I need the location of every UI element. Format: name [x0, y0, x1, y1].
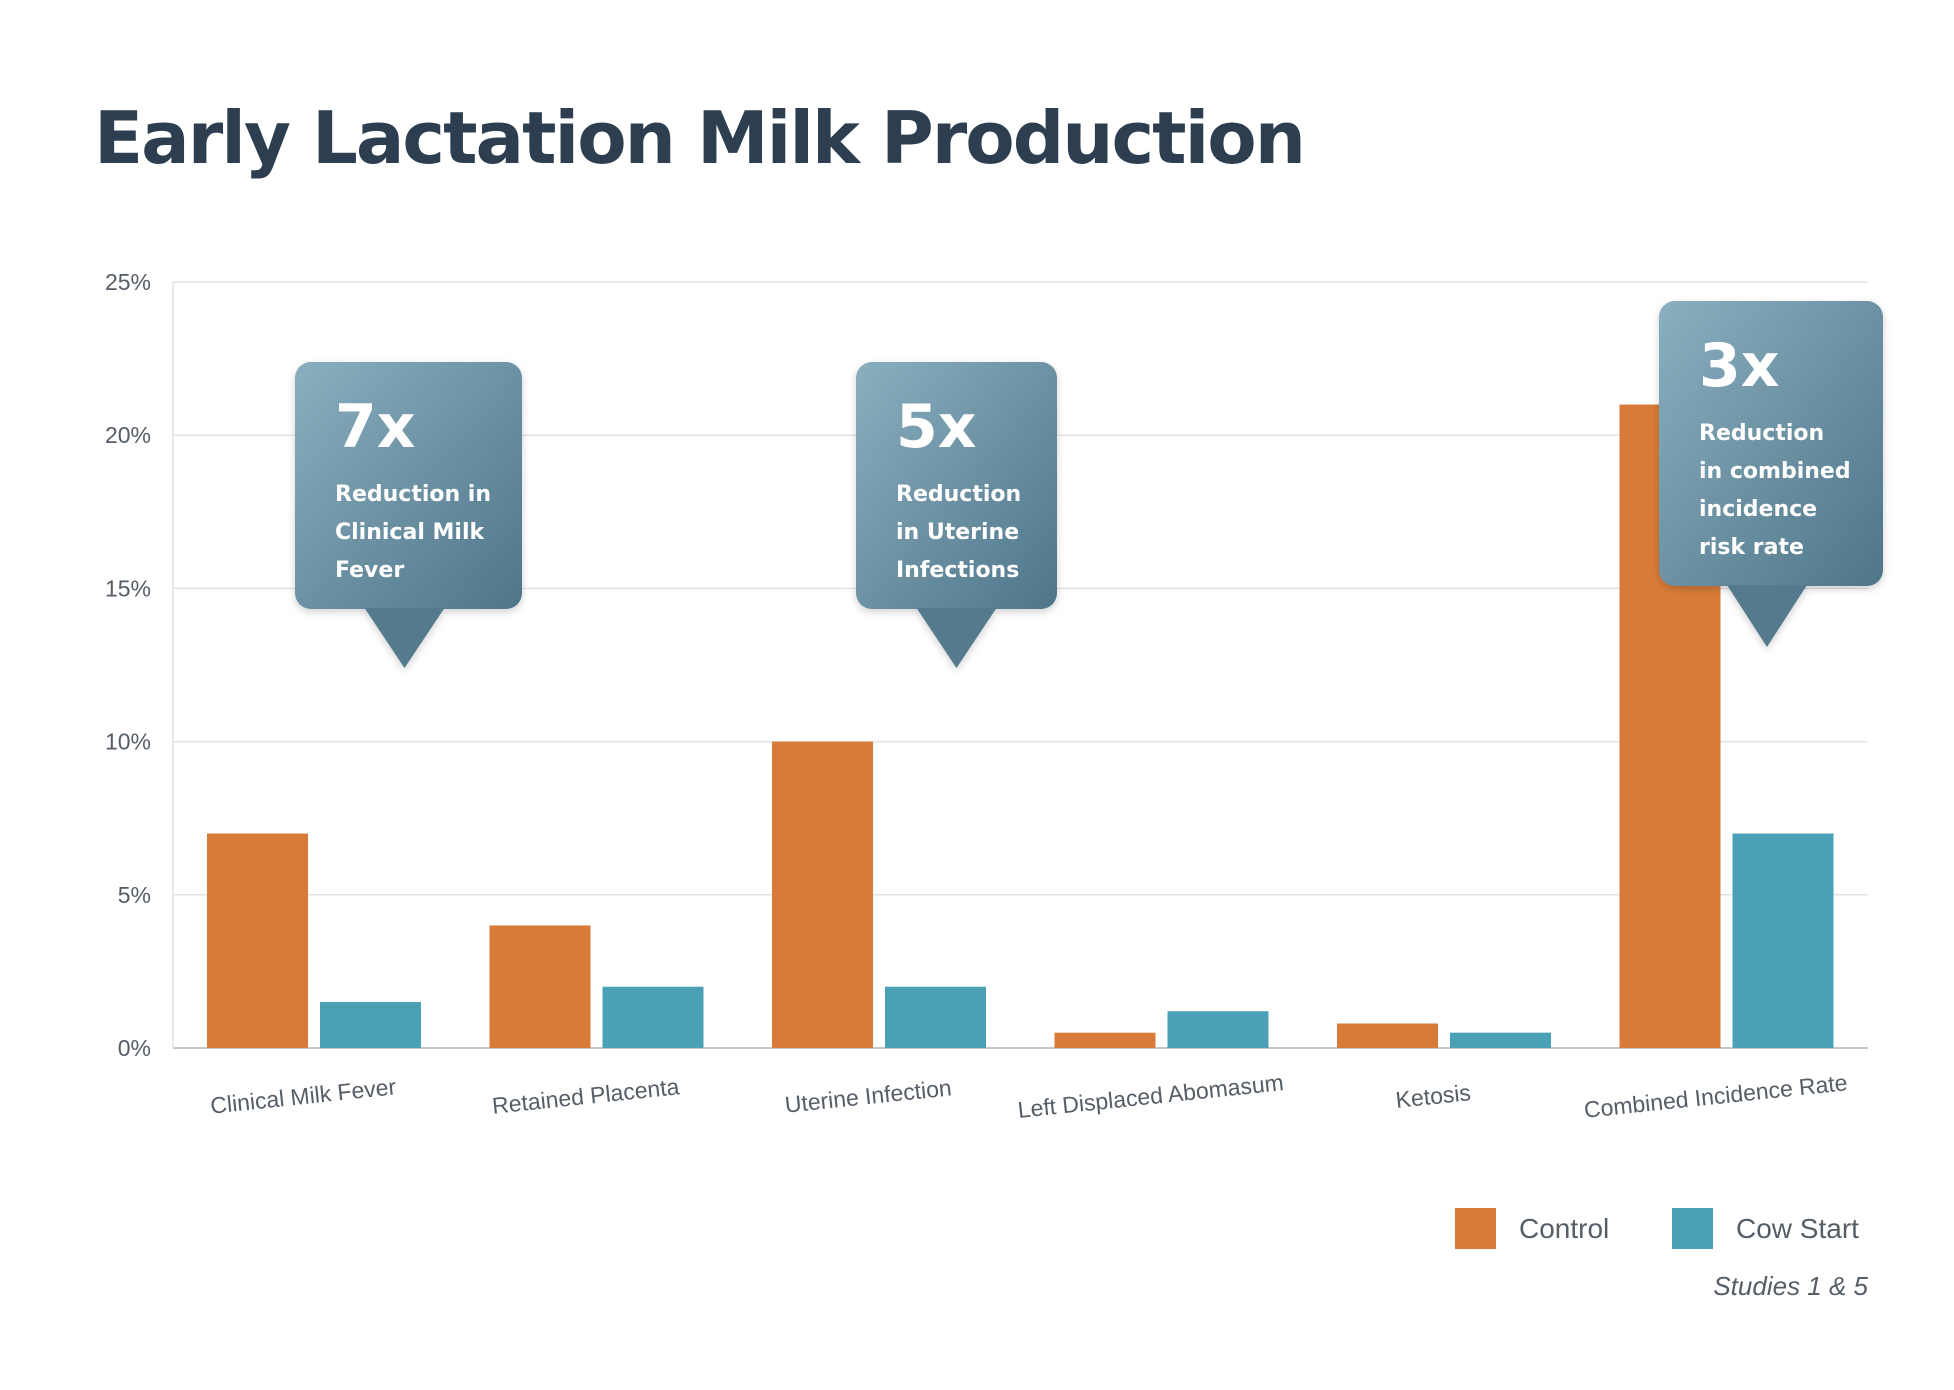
callout-text: in Uterine — [896, 520, 1019, 545]
y-tick-label: 15% — [105, 575, 151, 601]
legend-control-swatch — [1455, 1208, 1496, 1249]
y-tick-label: 25% — [105, 269, 151, 295]
callout-multiplier: 7x — [335, 392, 415, 462]
callout-text: risk rate — [1699, 535, 1804, 560]
callout — [295, 362, 522, 668]
category-label: Combined Incidence Rate — [1583, 1069, 1849, 1123]
callout-text: Infections — [896, 558, 1019, 583]
bar-cow-start — [1450, 1032, 1551, 1048]
bar-control — [1054, 1032, 1156, 1048]
y-tick-label: 10% — [105, 729, 151, 755]
callout-text: Reduction in — [335, 482, 491, 507]
y-tick-label: 0% — [118, 1035, 151, 1061]
category-label: Left Displaced Abomasum — [1016, 1069, 1284, 1123]
callout-multiplier: 5x — [896, 392, 976, 462]
source-note: Studies 1 & 5 — [1713, 1271, 1868, 1301]
bar-cow-start — [885, 986, 986, 1048]
callout-text: Reduction — [896, 482, 1021, 507]
bar-cow-start — [1167, 1011, 1269, 1048]
category-label: Ketosis — [1394, 1079, 1472, 1113]
callout-text: Reduction — [1699, 421, 1824, 446]
callout-pointer — [364, 608, 445, 668]
bar-control — [772, 741, 873, 1048]
legend-control-label: Control — [1519, 1213, 1609, 1244]
callout — [1659, 301, 1883, 647]
callout-multiplier: 3x — [1699, 331, 1779, 401]
legend-cow-start-label: Cow Start — [1736, 1213, 1859, 1244]
y-tick-label: 5% — [118, 882, 151, 908]
category-label: Clinical Milk Fever — [209, 1073, 398, 1118]
bar-control — [207, 833, 308, 1048]
callout-text: incidence — [1699, 497, 1817, 522]
bar-cow-start — [602, 986, 704, 1048]
callout-box — [856, 362, 1057, 609]
callout — [856, 362, 1057, 668]
bar-control — [1337, 1023, 1438, 1048]
callout-box — [295, 362, 522, 609]
bar-control — [489, 925, 591, 1048]
callout-text: in combined — [1699, 459, 1851, 484]
callout-text: Clinical Milk — [335, 520, 485, 545]
callout-pointer — [916, 608, 997, 668]
bar-cow-start — [1732, 833, 1834, 1048]
chart-title: Early Lactation Milk Production — [94, 96, 1306, 180]
callout-pointer — [1727, 585, 1807, 647]
y-tick-label: 20% — [105, 422, 151, 448]
legend-cow-start-swatch — [1672, 1208, 1713, 1249]
callout-text: Fever — [335, 558, 404, 583]
callout-box — [1659, 301, 1883, 586]
bar-cow-start — [320, 1002, 421, 1048]
category-label: Retained Placenta — [491, 1073, 681, 1119]
category-label: Uterine Infection — [784, 1074, 953, 1117]
